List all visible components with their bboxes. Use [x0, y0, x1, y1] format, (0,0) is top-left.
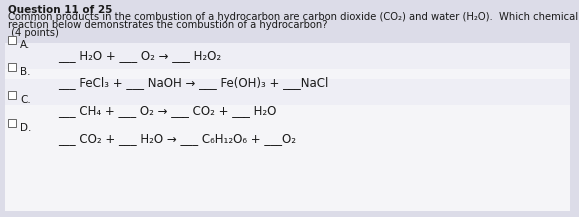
Bar: [5, 79, 570, 105]
Text: C.: C.: [20, 95, 31, 105]
Text: Question 11 of 25: Question 11 of 25: [8, 4, 112, 14]
Text: A.: A.: [20, 40, 30, 50]
Text: ___ CH₄ + ___ O₂ → ___ CO₂ + ___ H₂O: ___ CH₄ + ___ O₂ → ___ CO₂ + ___ H₂O: [58, 104, 276, 117]
Text: ___ CO₂ + ___ H₂O → ___ C₆H₁₂O₆ + ___O₂: ___ CO₂ + ___ H₂O → ___ C₆H₁₂O₆ + ___O₂: [58, 132, 296, 145]
Text: Common products in the combustion of a hydrocarbon are carbon dioxide (CO₂) and : Common products in the combustion of a h…: [8, 12, 578, 22]
Text: reaction below demonstrates the combustion of a hydrocarbon?: reaction below demonstrates the combusti…: [8, 20, 328, 30]
Bar: [8, 91, 16, 99]
Bar: [8, 36, 16, 44]
Text: ___ H₂O + ___ O₂ → ___ H₂O₂: ___ H₂O + ___ O₂ → ___ H₂O₂: [58, 49, 221, 62]
Bar: [8, 63, 16, 71]
Text: ___ FeCl₃ + ___ NaOH → ___ Fe(OH)₃ + ___NaCl: ___ FeCl₃ + ___ NaOH → ___ Fe(OH)₃ + ___…: [58, 76, 328, 89]
Text: (4 points): (4 points): [8, 28, 59, 38]
Bar: [8, 119, 16, 127]
Bar: [5, 53, 570, 211]
Bar: [5, 43, 570, 69]
Text: B.: B.: [20, 67, 31, 77]
Text: D.: D.: [20, 123, 31, 133]
